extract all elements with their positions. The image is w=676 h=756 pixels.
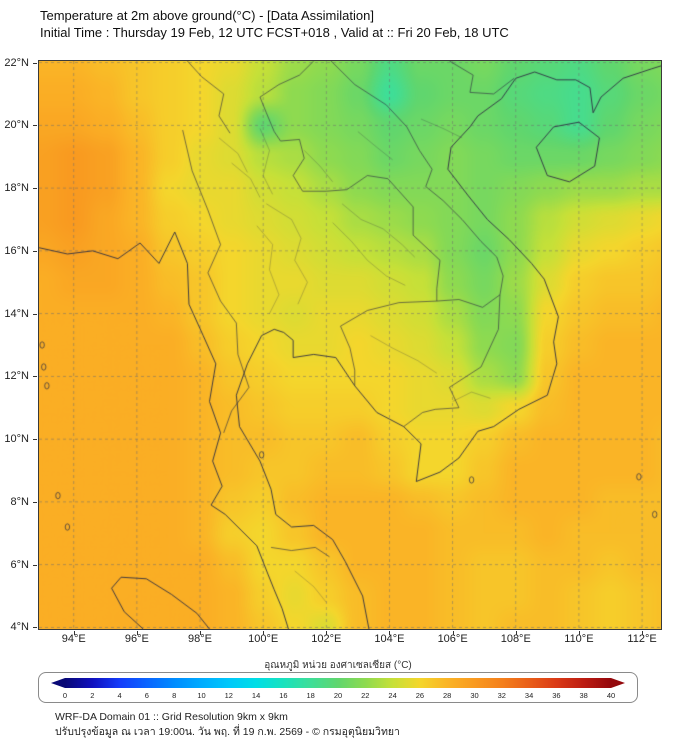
lon-tick-mark [578, 631, 580, 635]
colorbar-tick-label: 16 [279, 691, 288, 700]
lon-tick-mark [73, 631, 75, 635]
colorbar-tick-label: 2 [90, 691, 95, 700]
lat-tick-label: 4°N [10, 621, 29, 634]
lat-tick-label: 14°N [4, 307, 29, 320]
lon-tick-label: 110°E [564, 633, 594, 645]
footer-update-info: ปรับปรุงข้อมูล ณ เวลา 19:00น. วัน พฤ. ที… [55, 726, 400, 738]
lon-tick-label: 108°E [500, 633, 531, 645]
lon-tick-mark [200, 631, 202, 635]
lat-tick-label: 20°N [4, 119, 29, 132]
lat-tick-mark [33, 188, 37, 190]
lat-tick-label: 10°N [4, 433, 29, 446]
map-plot-frame [38, 60, 662, 630]
lon-tick-label: 102°E [311, 633, 342, 645]
map-title: Temperature at 2m above ground(°C) - [Da… [40, 8, 374, 23]
colorbar-tick-label: 20 [333, 691, 343, 700]
colorbar-tick-label: 30 [470, 691, 479, 700]
lon-tick-mark [642, 631, 644, 635]
lat-tick-mark [33, 376, 37, 378]
colorbar-tick-label: 24 [388, 691, 397, 700]
colorbar-label: อุณหภูมิ หน่วย องศาเซลเซียส (°C) [264, 660, 412, 671]
colorbar-tick-label: 6 [144, 691, 149, 700]
map-footer: WRF-DA Domain 01 :: Grid Resolution 9km … [55, 710, 400, 740]
colorbar-gradient [65, 678, 611, 688]
lat-tick-label: 12°N [4, 370, 29, 383]
lon-tick-mark [389, 631, 391, 635]
colorbar-ticks: 0 2 4 6 8 10 12 14 16 18 20 22 24 26 28 30 32 34 36 38 40 [62, 690, 615, 701]
colorbar-tick-label: 14 [251, 691, 261, 700]
colorbar-tick-label: 40 [606, 691, 616, 700]
temperature-field-canvas [39, 61, 661, 629]
lon-tick-mark [515, 631, 517, 635]
colorbar-tick-label: 38 [579, 691, 588, 700]
lat-tick-label: 18°N [4, 182, 29, 195]
lon-tick-mark [136, 631, 138, 635]
footer-domain-info: WRF-DA Domain 01 :: Grid Resolution 9km … [55, 711, 288, 723]
colorbar-tick-label: 4 [117, 691, 122, 700]
colorbar-tick-label: 22 [361, 691, 370, 700]
colorbar-tick-label: 18 [306, 691, 315, 700]
map-subtitle: Initial Time : Thursday 19 Feb, 12 UTC F… [40, 25, 509, 40]
colorbar-tick-label: 36 [552, 691, 561, 700]
lat-tick-mark [33, 627, 37, 629]
lon-tick-label: 104°E [374, 633, 405, 645]
colorbar-left-arrow-icon [51, 678, 65, 688]
colorbar-tick-label: 10 [197, 691, 206, 700]
colorbar-tick-label: 0 [62, 691, 68, 700]
lon-tick-label: 106°E [437, 633, 468, 645]
lat-tick-mark [33, 313, 37, 315]
colorbar-tick-label: 32 [497, 691, 506, 700]
lat-tick-mark [33, 125, 37, 127]
map-header: Temperature at 2m above ground(°C) - [Da… [40, 7, 509, 41]
lat-tick-mark [33, 62, 37, 64]
lat-tick-label: 6°N [10, 558, 29, 571]
lat-tick-mark [33, 564, 37, 566]
lon-tick-mark [263, 631, 265, 635]
colorbar-tick-label: 28 [443, 691, 452, 700]
lon-tick-label: 100°E [248, 633, 279, 645]
lon-tick-mark [326, 631, 328, 635]
lon-tick-label: 112°E [627, 633, 657, 645]
colorbar-right-arrow-icon [611, 678, 625, 688]
colorbar: 0 2 4 6 8 10 12 14 16 18 20 22 24 26 28 30 32 34 36 38 40 [38, 672, 638, 703]
colorbar-tick-label: 12 [224, 691, 233, 700]
lat-tick-label: 8°N [10, 495, 29, 508]
colorbar-tick-label: 8 [172, 691, 177, 700]
colorbar-tick-label: 34 [524, 691, 534, 700]
lat-tick-mark [33, 250, 37, 252]
lon-tick-label: 94°E [61, 633, 86, 645]
lat-tick-mark [33, 439, 37, 441]
lon-tick-label: 96°E [124, 633, 149, 645]
lat-tick-label: 16°N [4, 244, 29, 257]
colorbar-tick-label: 26 [415, 691, 425, 700]
lon-tick-label: 98°E [188, 633, 213, 645]
lat-tick-label: 22°N [4, 56, 29, 69]
lon-tick-mark [452, 631, 454, 635]
lat-tick-mark [33, 501, 37, 503]
